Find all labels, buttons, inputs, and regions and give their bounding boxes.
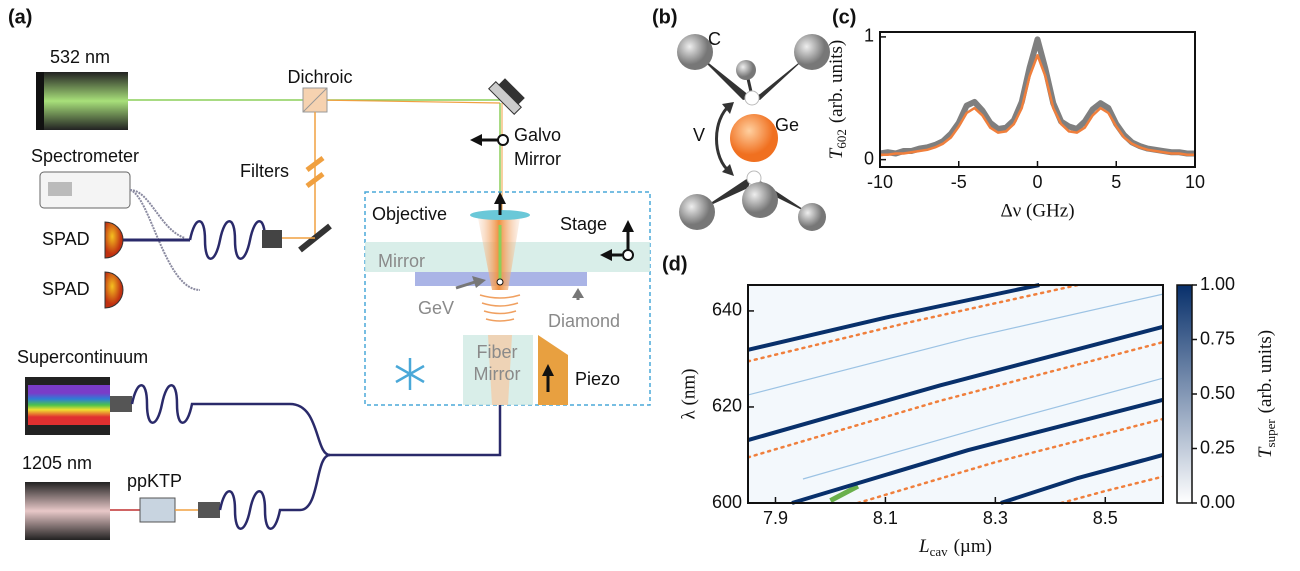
axis-label: λ (nm) (678, 369, 699, 420)
label: Mirror (514, 149, 561, 169)
label: Dichroic (287, 67, 352, 87)
panel-label: (b) (652, 6, 678, 28)
label: GeV (418, 298, 454, 318)
label: Piezo (575, 369, 620, 389)
colorbar-tick-label: 0.00 (1200, 492, 1235, 512)
axis-label: Tsuper(arb. units) (1255, 330, 1278, 458)
x-tick-label: 8.3 (983, 508, 1008, 528)
x-tick-label: 7.9 (763, 508, 788, 528)
label-units: (µm) (954, 536, 992, 557)
colorbar-tick-label: 0.50 (1200, 383, 1235, 403)
axis-label: T602(arb. units) (826, 40, 849, 159)
label-units: (arb. units) (826, 40, 847, 123)
y-tick-label: 0 (864, 148, 874, 168)
colorbar (1177, 285, 1192, 503)
label: 1205 nm (22, 453, 92, 473)
label-subscript: cav (930, 544, 949, 559)
label: Ge (775, 115, 799, 135)
label: Filters (240, 161, 289, 181)
label-units: (arb. units) (1255, 330, 1276, 413)
label: Spectrometer (31, 146, 139, 166)
panel-label: (a) (8, 6, 32, 28)
x-tick-label: 8.5 (1093, 508, 1118, 528)
y-tick-label: 620 (712, 396, 742, 416)
label: Objective (372, 204, 447, 224)
series-line (880, 55, 1195, 154)
label-subscript: 602 (834, 129, 849, 149)
label: Fiber (476, 342, 517, 362)
label: SPAD (42, 279, 90, 299)
panel-label: (c) (832, 6, 856, 28)
label: ppKTP (127, 471, 182, 491)
label: Diamond (548, 311, 620, 331)
colorbar-tick-label: 0.75 (1200, 328, 1235, 348)
label: C (708, 29, 721, 49)
x-tick-label: -5 (951, 172, 967, 192)
figure: (a) 532 nm Dichroic Galvo Mirror Sp (0, 0, 1300, 571)
x-tick-label: 5 (1111, 172, 1121, 192)
label: Mirror (378, 251, 425, 271)
label: Mirror (474, 364, 521, 384)
label: 532 nm (50, 47, 110, 67)
y-tick-label: 640 (712, 300, 742, 320)
plot-series (880, 39, 1195, 154)
label: Supercontinuum (17, 347, 148, 367)
label-subscript: super (1263, 419, 1278, 448)
colorbar-tick-label: 1.00 (1200, 274, 1235, 294)
x-tick-label: 8.1 (873, 508, 898, 528)
colorbar-tick-label: 0.25 (1200, 437, 1235, 457)
label: Stage (560, 214, 607, 234)
x-tick-label: 10 (1185, 172, 1205, 192)
label: V (693, 125, 705, 145)
x-tick-label: 0 (1032, 172, 1042, 192)
label-symbol: L (918, 536, 930, 557)
y-tick-label: 600 (712, 492, 742, 512)
label: Galvo (514, 125, 561, 145)
panel-label: (d) (662, 253, 688, 275)
x-tick-label: -10 (867, 172, 893, 192)
label: SPAD (42, 229, 90, 249)
axis-label: Lcav (µm) (918, 536, 992, 559)
axis-label: Δν (GHz) (1000, 200, 1074, 221)
y-tick-label: 1 (864, 26, 874, 46)
